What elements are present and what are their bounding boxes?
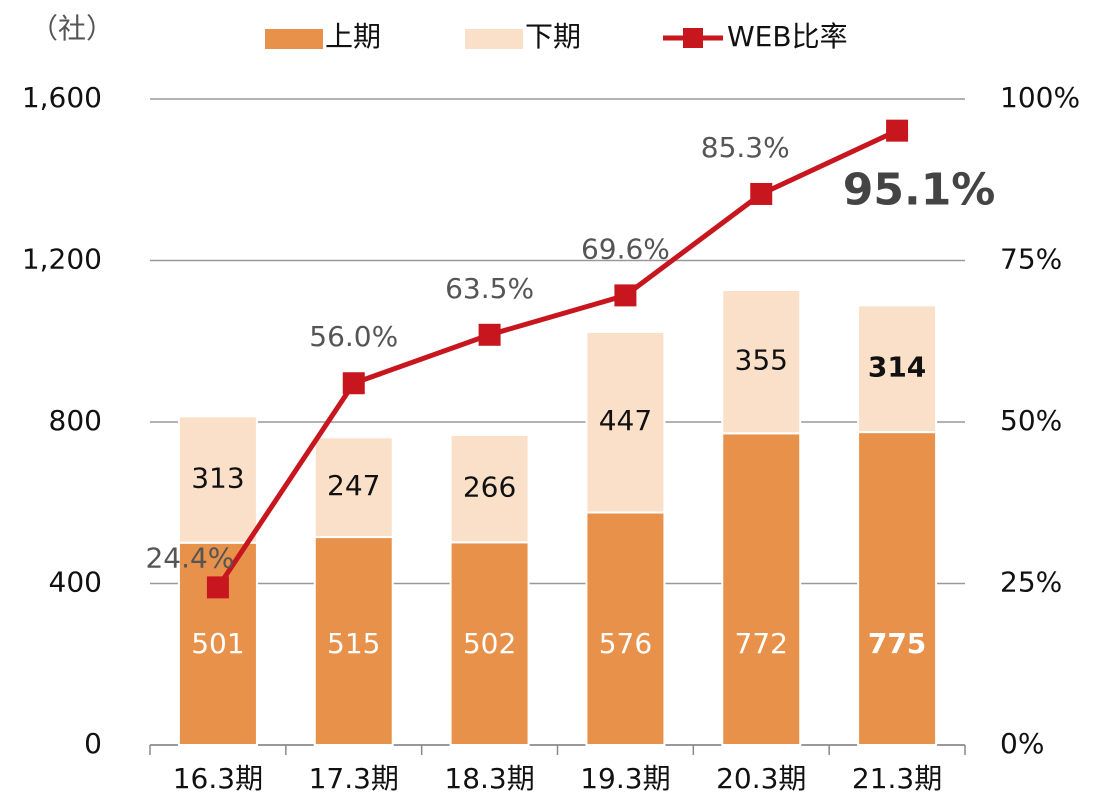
y-tick-label: 1,600 — [22, 81, 102, 114]
y2-tick-label: 0% — [1000, 727, 1044, 760]
legend-swatch — [465, 29, 523, 49]
x-tick-label: 21.3期 — [852, 762, 942, 794]
x-tick-label: 16.3期 — [173, 762, 263, 794]
bar-segment — [449, 541, 530, 746]
bar-segment — [585, 330, 666, 514]
line-marker — [750, 182, 773, 205]
bar-segment — [177, 415, 258, 544]
line-marker — [478, 323, 501, 346]
bar-segment — [721, 432, 802, 746]
legend-label: 下期 — [525, 20, 581, 53]
data-label: 313 — [191, 462, 244, 495]
line-marker — [206, 576, 229, 599]
y2-tick-label: 75% — [1000, 243, 1062, 276]
data-label: 247 — [327, 469, 380, 502]
line-marker — [342, 372, 365, 395]
x-tick-label: 20.3期 — [716, 762, 806, 794]
bar-segment — [449, 433, 530, 544]
legend-label: WEB比率 — [727, 20, 848, 53]
data-label: 355 — [735, 344, 788, 377]
data-label: 576 — [599, 627, 652, 660]
line — [215, 128, 899, 589]
data-label: 447 — [599, 404, 652, 437]
bar-segment — [177, 541, 258, 746]
bar-segment — [857, 304, 938, 434]
x-tick-label: 19.3期 — [580, 762, 670, 794]
y-axis-label: （社） — [30, 12, 114, 45]
legend-swatch — [265, 29, 323, 49]
line-marker — [886, 119, 909, 142]
legend-marker — [683, 28, 703, 48]
line-label: 63.5% — [445, 272, 534, 305]
y-tick-label: 400 — [49, 566, 102, 599]
data-label: 501 — [191, 627, 244, 660]
line-label: 95.1% — [843, 165, 996, 216]
y2-tick-label: 100% — [1000, 81, 1080, 114]
x-tick-label: 18.3期 — [444, 762, 534, 794]
y2-tick-label: 50% — [1000, 404, 1062, 437]
data-label: 502 — [463, 627, 516, 660]
x-tick-label: 17.3期 — [309, 762, 399, 794]
data-label: 772 — [735, 627, 788, 660]
bar-segment — [585, 511, 666, 746]
bar-segment — [313, 536, 394, 746]
data-label: 266 — [463, 471, 516, 504]
y-tick-label: 1,200 — [22, 243, 102, 276]
line-label: 24.4% — [145, 541, 234, 574]
line-marker — [614, 284, 637, 307]
data-label: 775 — [868, 627, 926, 660]
y-tick-label: 800 — [49, 404, 102, 437]
y-tick-label: 0 — [84, 727, 102, 760]
bar-segment — [857, 431, 938, 746]
line-label: 85.3% — [701, 131, 790, 164]
data-label: 515 — [327, 627, 380, 660]
y2-tick-label: 25% — [1000, 566, 1062, 599]
line-label: 56.0% — [309, 320, 398, 353]
data-label: 314 — [868, 351, 926, 384]
legend-label: 上期 — [325, 20, 381, 53]
bar-segment — [721, 288, 802, 435]
line-label: 69.6% — [581, 232, 670, 265]
bar-segment — [313, 436, 394, 539]
